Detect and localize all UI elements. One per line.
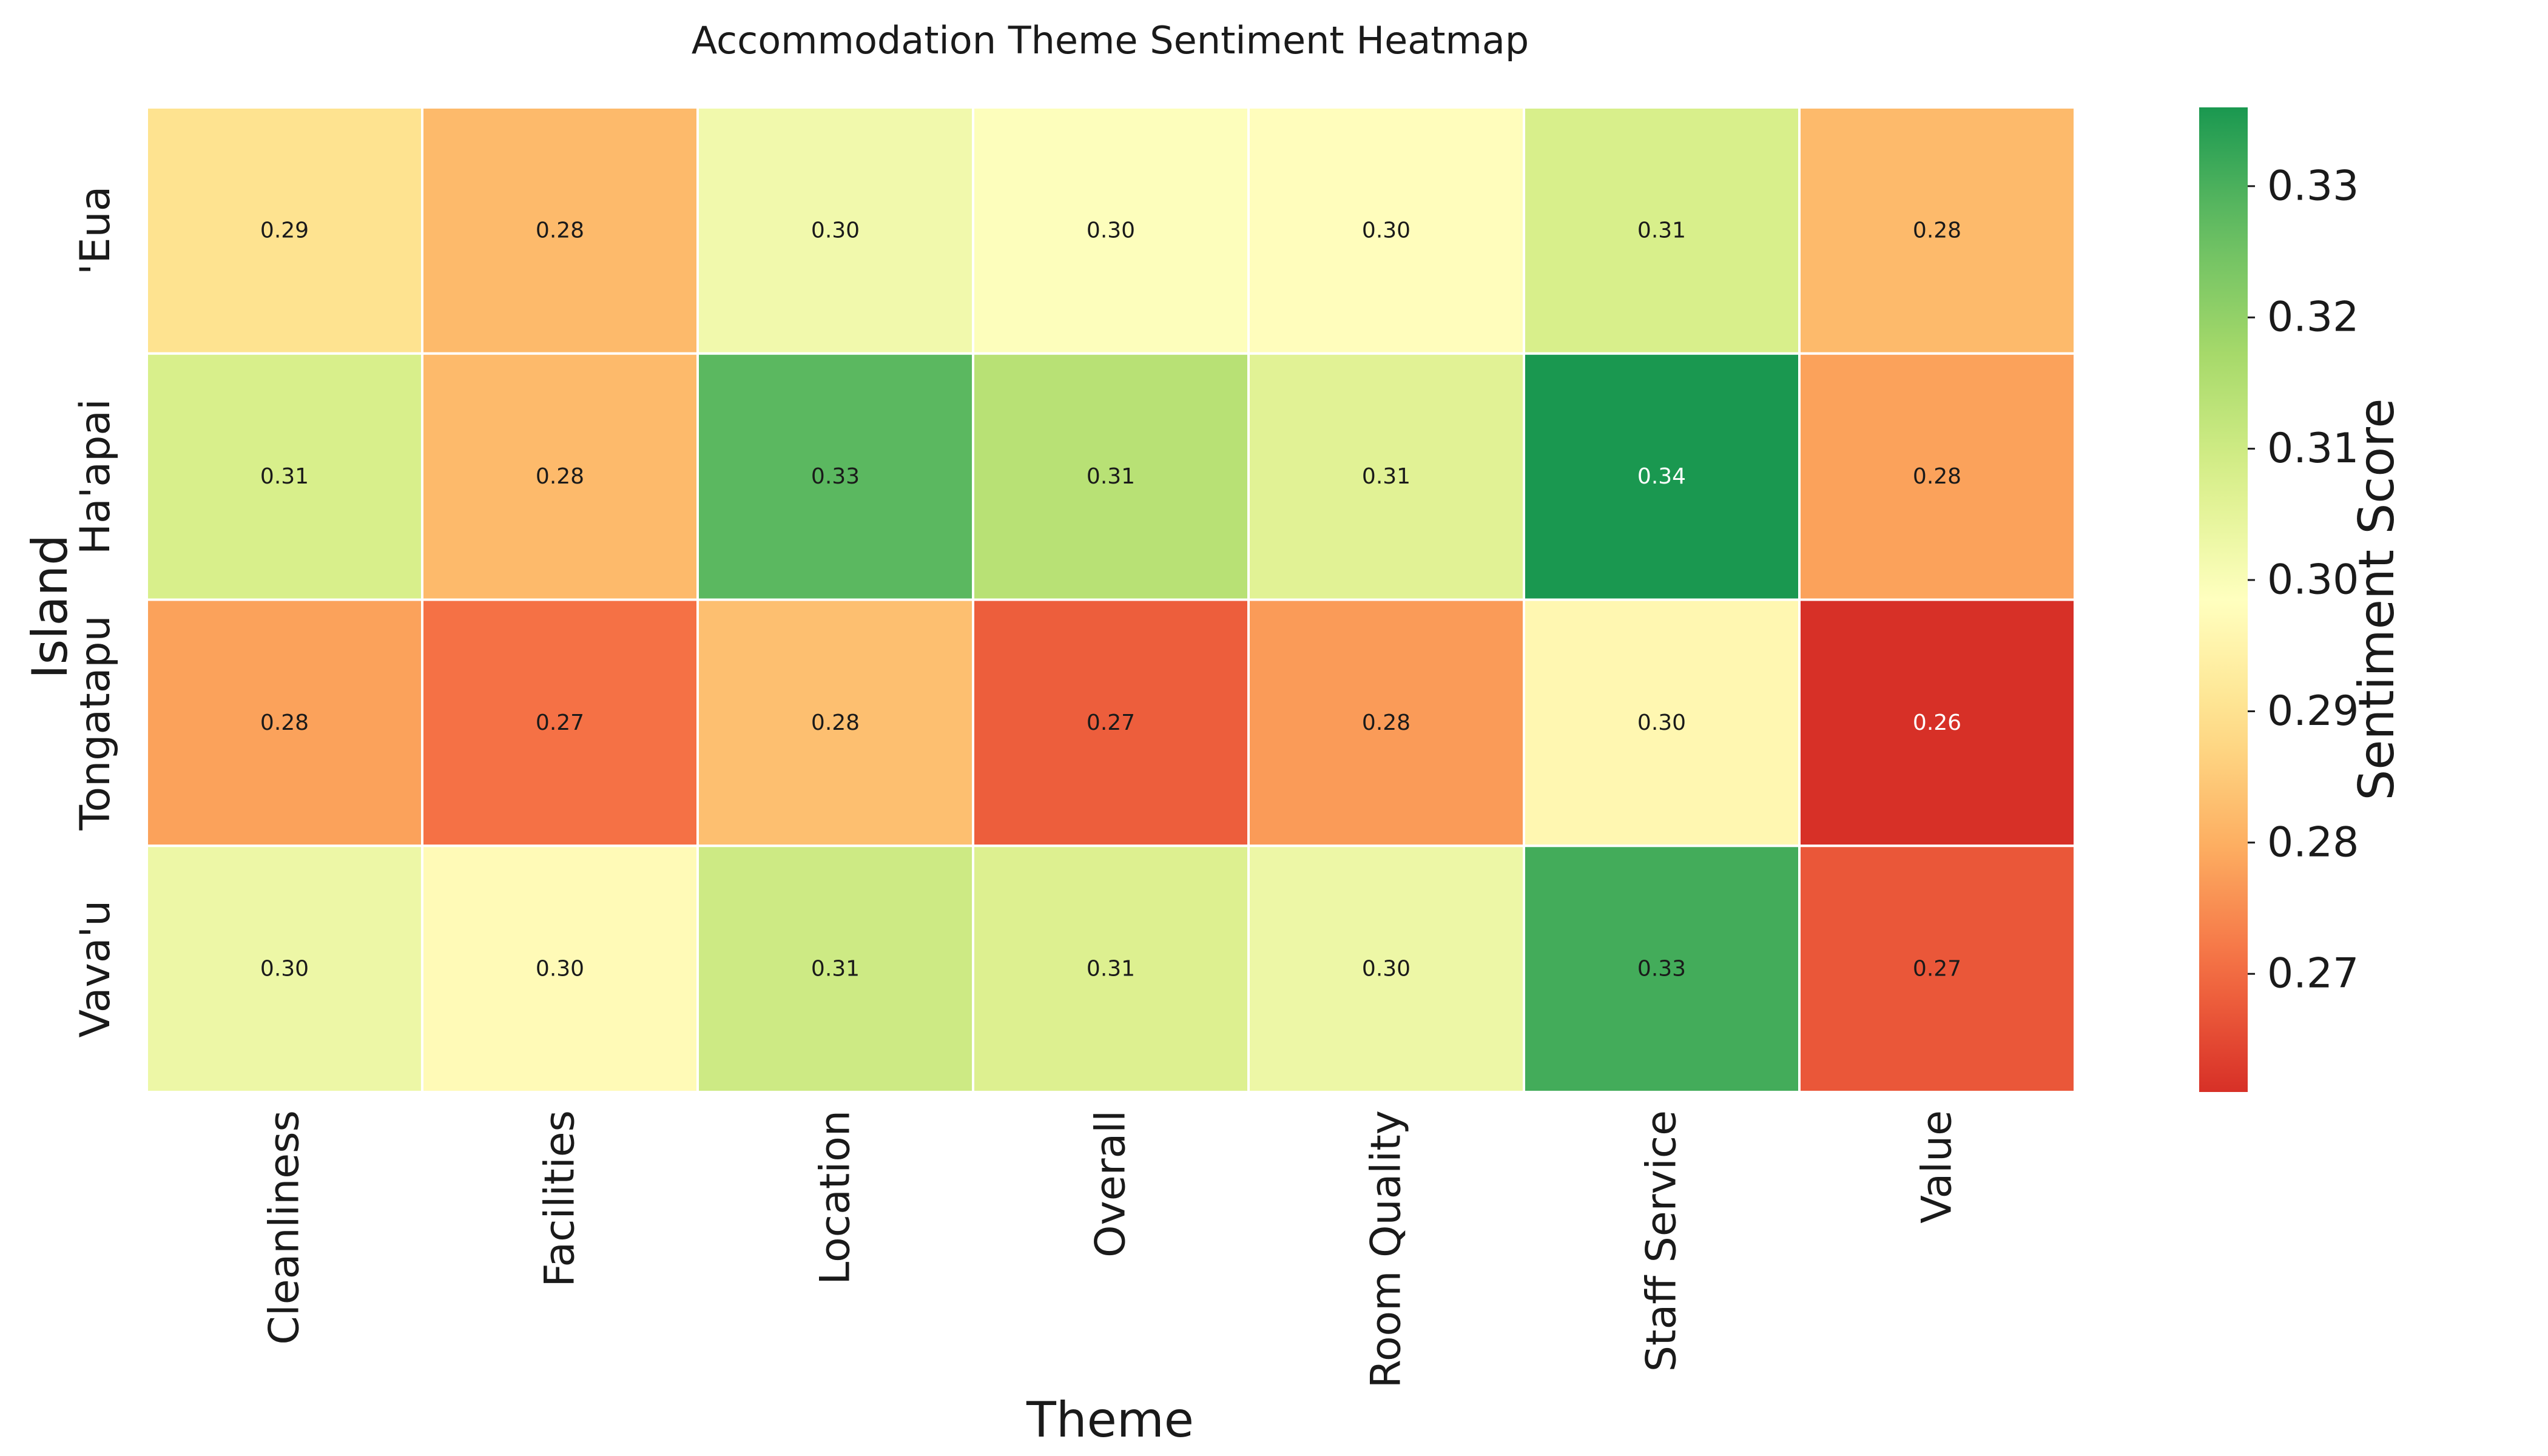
heatmap-cell: [696, 352, 974, 601]
colorbar-tick-label: 0.27: [2267, 950, 2359, 998]
y-tick-label: Tongatapu: [72, 615, 120, 831]
heatmap-cell: [146, 598, 423, 848]
y-tick-label: Ha'apai: [72, 399, 120, 554]
colorbar-tick-label: 0.32: [2267, 294, 2359, 342]
heatmap-cell: [421, 106, 699, 355]
y-axis-label: Island: [22, 534, 78, 679]
colorbar: [2199, 107, 2248, 1092]
cell-value-label: 0.29: [260, 218, 309, 243]
heatmap-cell: [421, 844, 699, 1093]
cell-value-label: 0.28: [1913, 464, 1961, 489]
colorbar-tick-label: 0.33: [2267, 162, 2359, 210]
chart-title: Accommodation Theme Sentiment Heatmap: [692, 18, 1529, 62]
cell-value-label: 0.30: [1362, 218, 1410, 243]
heatmap-cells: [146, 106, 2076, 1093]
colorbar-ticks: 0.27 0.28 0.29 0.30 0.31 0.32 0.33: [2248, 162, 2359, 998]
x-tick-label: Facilities: [536, 1110, 584, 1287]
heatmap-cell: [1523, 844, 1801, 1093]
cell-value-label: 0.27: [1913, 957, 1961, 982]
heatmap-cell: [1523, 598, 1801, 848]
cell-value-label: 0.26: [1913, 710, 1961, 735]
cell-value-label: 0.31: [1362, 464, 1410, 489]
cell-value-label: 0.27: [1087, 710, 1135, 735]
cell-value-label: 0.28: [536, 218, 584, 243]
cell-value-label: 0.28: [811, 710, 860, 735]
cell-value-label: 0.28: [1913, 218, 1961, 243]
heatmap-cell: [1523, 352, 1801, 601]
heatmap-cell: [1523, 106, 1801, 355]
x-tick-label: Room Quality: [1363, 1110, 1410, 1388]
heatmap-cell: [146, 106, 423, 355]
cell-value-label: 0.31: [260, 464, 309, 489]
cell-value-label: 0.30: [260, 957, 309, 982]
x-tick-labels: Cleanliness Facilities Location Overall Room…: [261, 1110, 1961, 1388]
cell-value-label: 0.33: [1637, 957, 1686, 982]
cell-value-label: 0.31: [811, 957, 860, 982]
heatmap-cell: [696, 598, 974, 848]
cell-value-label: 0.30: [536, 957, 584, 982]
heatmap-cell: [972, 106, 1250, 355]
heatmap-cell: [972, 844, 1250, 1093]
cell-value-label: 0.34: [1637, 464, 1686, 489]
cell-value-label: 0.30: [1362, 957, 1410, 982]
x-axis-label: Theme: [1026, 1392, 1194, 1448]
heatmap-cell: [421, 598, 699, 848]
x-tick-label: Overall: [1087, 1110, 1135, 1258]
heatmap-cell: [1798, 598, 2076, 848]
cell-value-label: 0.28: [1362, 710, 1410, 735]
cell-value-label: 0.33: [811, 464, 860, 489]
x-tick-label: Value: [1913, 1110, 1961, 1224]
y-tick-labels: 'Eua Ha'apai Tongatapu Vava'u: [72, 186, 120, 1038]
cell-value-label: 0.31: [1087, 464, 1135, 489]
heatmap-cell: [146, 352, 423, 601]
x-tick-label: Cleanliness: [261, 1110, 309, 1345]
cell-value-label: 0.31: [1637, 218, 1686, 243]
colorbar-tick-label: 0.28: [2267, 818, 2359, 866]
y-tick-label: 'Eua: [72, 186, 120, 275]
cell-value-label: 0.28: [260, 710, 309, 735]
y-tick-label: Vava'u: [72, 900, 120, 1038]
heatmap-cell-labels: 0.29 0.28 0.30 0.30 0.30 0.31 0.28 0.31 0.28 0.33…: [260, 218, 1961, 981]
heatmap-cell: [1798, 844, 2076, 1093]
heatmap-cell: [1798, 352, 2076, 601]
x-tick-label: Staff Service: [1638, 1110, 1686, 1372]
colorbar-tick-label: 0.29: [2267, 687, 2359, 735]
heatmap-cell: [1247, 352, 1525, 601]
heatmap-cell: [1247, 598, 1525, 848]
heatmap-cell: [1247, 106, 1525, 355]
heatmap-cell: [972, 598, 1250, 848]
colorbar-tick-label: 0.30: [2267, 556, 2359, 604]
cell-value-label: 0.27: [536, 710, 584, 735]
x-tick-label: Location: [812, 1110, 860, 1285]
cell-value-label: 0.30: [811, 218, 860, 243]
colorbar-tick-label: 0.31: [2267, 425, 2359, 473]
heatmap-cell: [146, 844, 423, 1093]
cell-value-label: 0.28: [536, 464, 584, 489]
cell-value-label: 0.30: [1087, 218, 1135, 243]
cell-value-label: 0.30: [1637, 710, 1686, 735]
cell-value-label: 0.31: [1087, 957, 1135, 982]
heatmap-cell: [696, 106, 974, 355]
colorbar-label: Sentiment Score: [2348, 398, 2405, 800]
